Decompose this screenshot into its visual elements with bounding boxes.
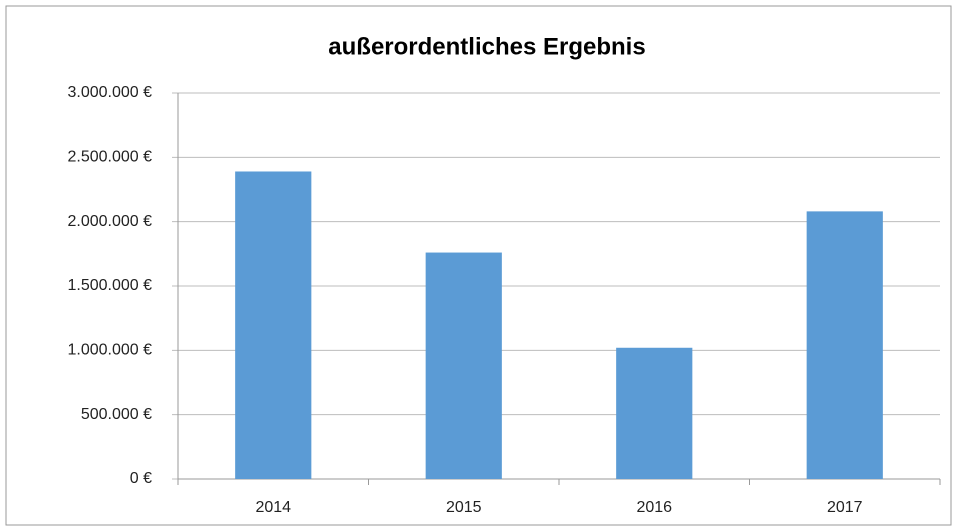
y-tick-label: 0 € bbox=[130, 470, 152, 487]
x-tick-label: 2017 bbox=[827, 499, 863, 516]
x-tick-label: 2016 bbox=[636, 499, 672, 516]
y-tick-label: 1.500.000 € bbox=[67, 277, 152, 294]
bar bbox=[235, 171, 312, 479]
y-tick-label: 2.500.000 € bbox=[67, 149, 152, 166]
x-tick-label: 2014 bbox=[255, 499, 291, 516]
y-tick-label: 3.000.000 € bbox=[67, 84, 152, 101]
x-tick-label: 2015 bbox=[446, 499, 482, 516]
chart-title: außerordentliches Ergebnis bbox=[328, 33, 645, 60]
y-tick-label: 500.000 € bbox=[81, 406, 152, 423]
y-tick-label: 1.000.000 € bbox=[67, 342, 152, 359]
y-tick-label: 2.000.000 € bbox=[67, 213, 152, 230]
bar bbox=[806, 211, 883, 479]
bar bbox=[616, 347, 693, 479]
bar bbox=[425, 252, 502, 479]
